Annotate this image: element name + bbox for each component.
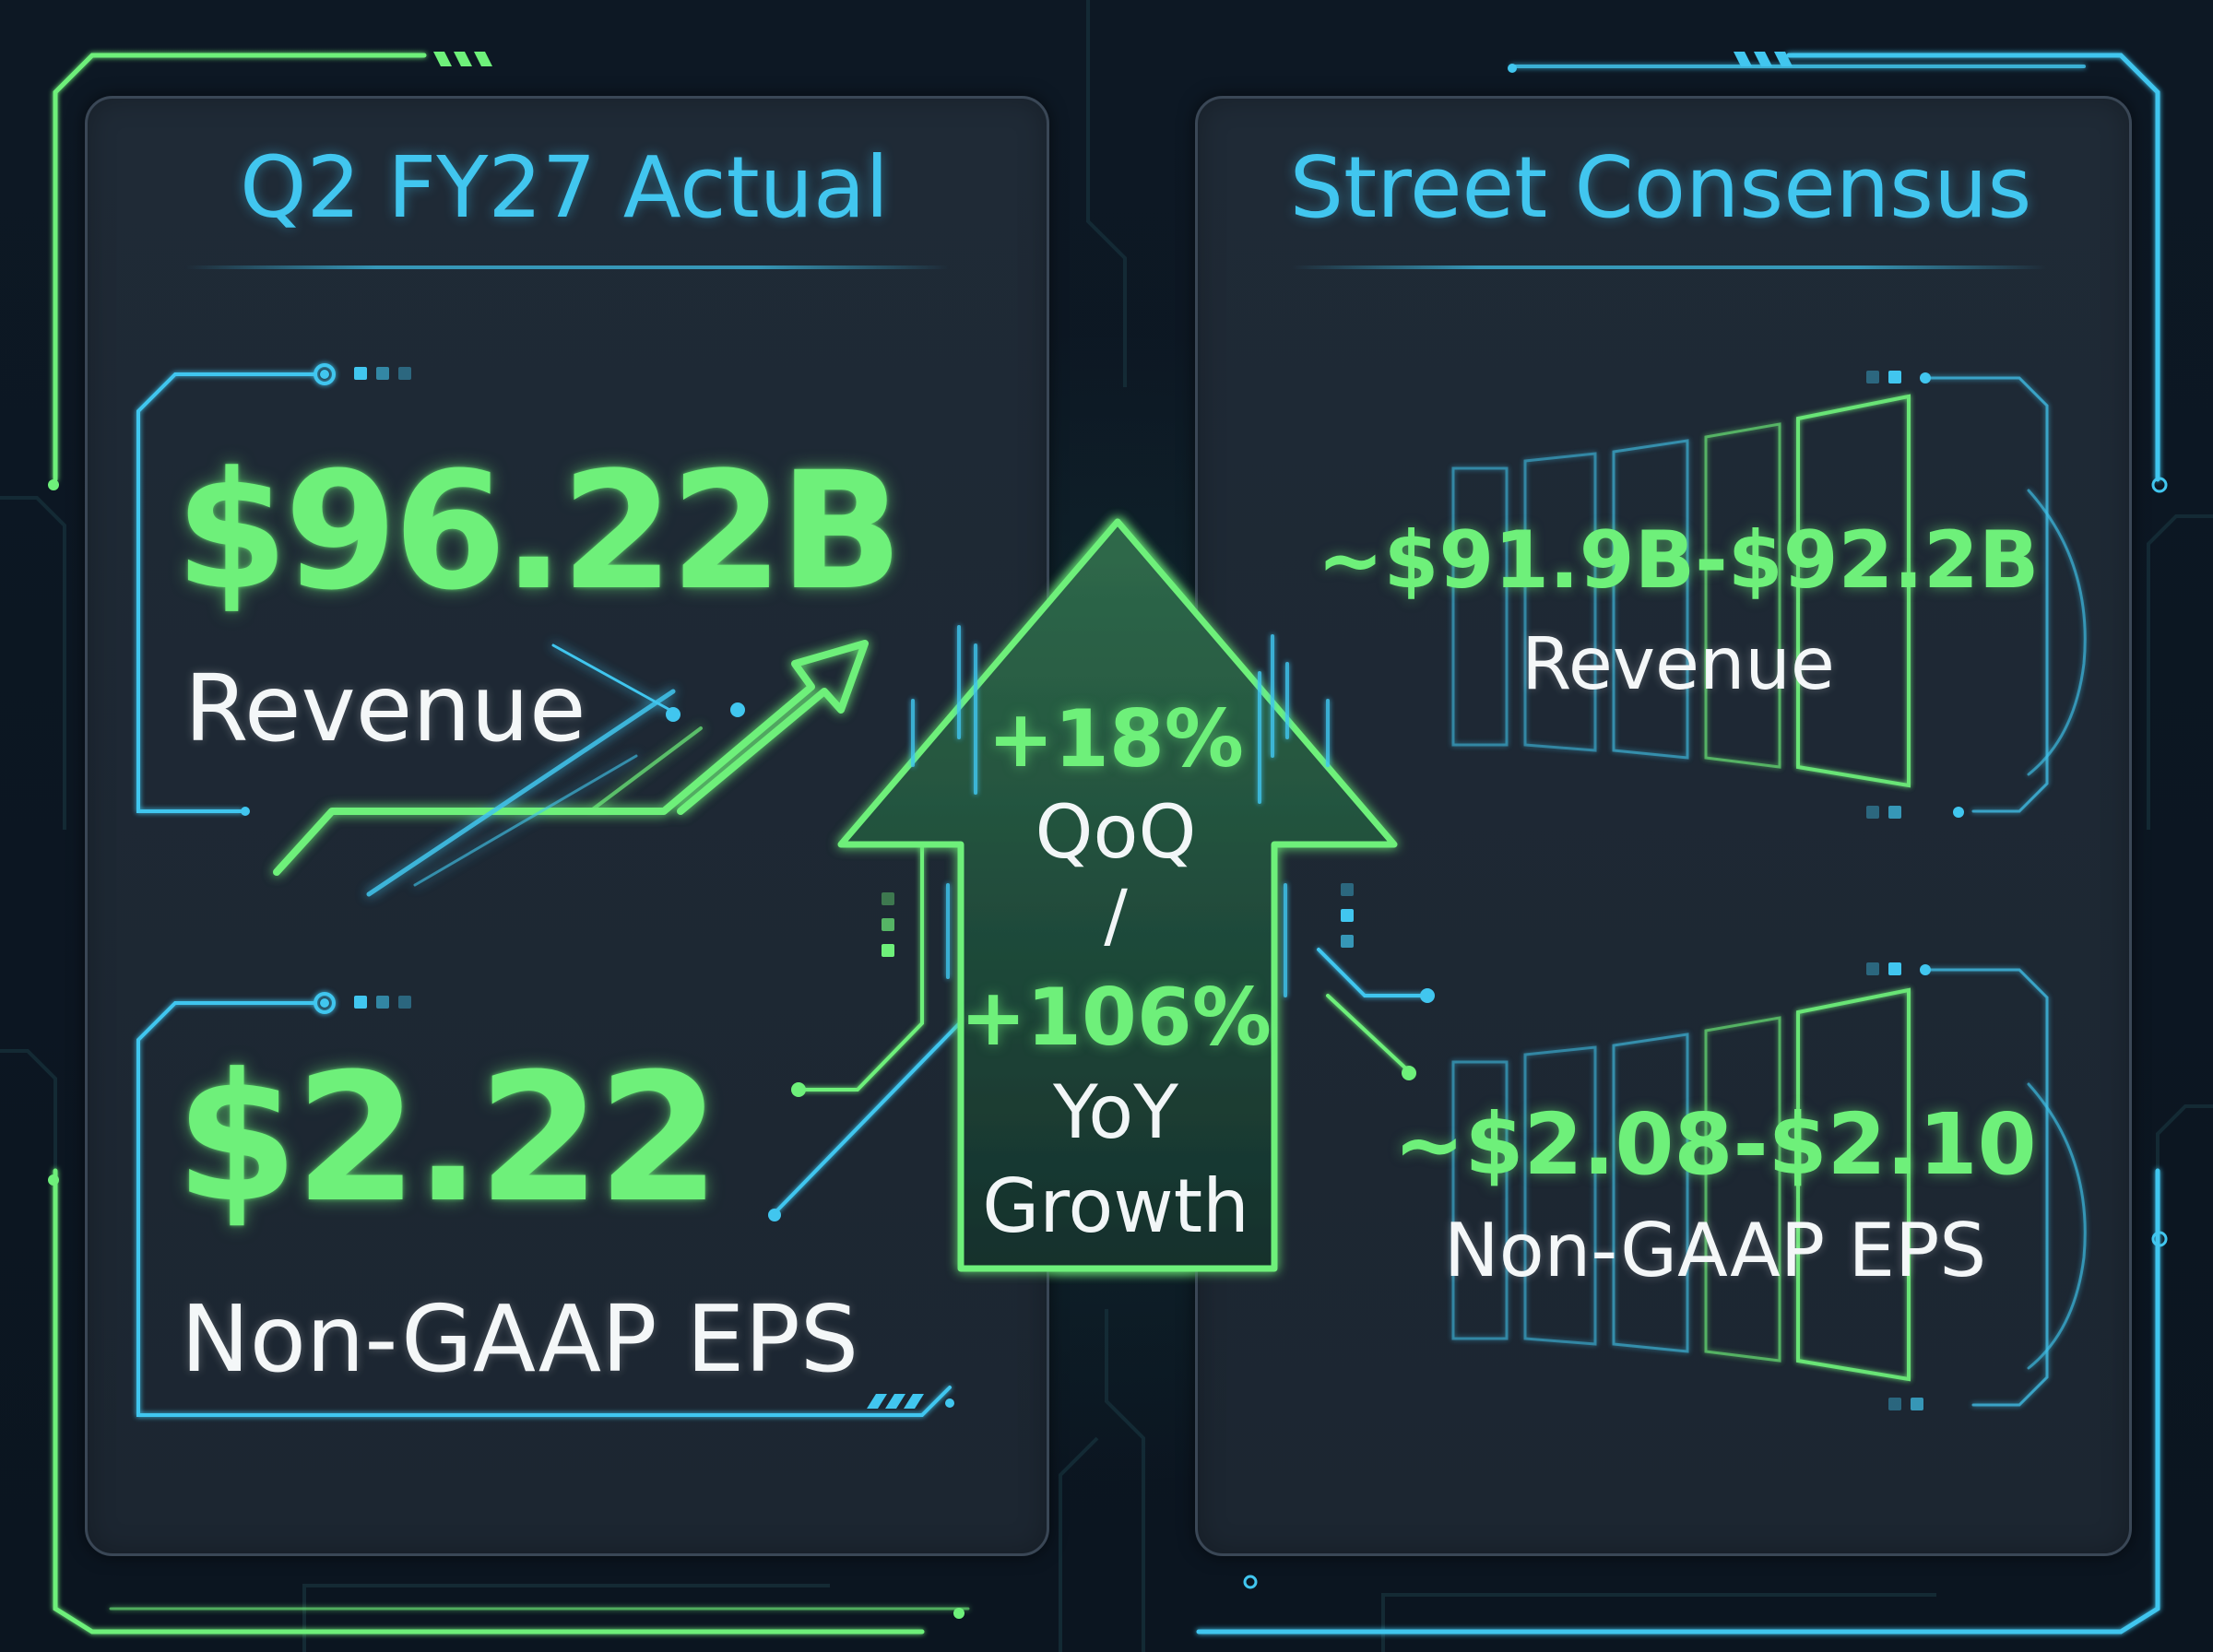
consensus-eps-label: Non-GAAP EPS bbox=[1443, 1208, 1987, 1293]
growth-word: Growth bbox=[982, 1163, 1249, 1249]
growth-separator: / bbox=[1104, 874, 1128, 956]
consensus-panel bbox=[1195, 96, 2132, 1556]
actual-title-divider bbox=[184, 266, 950, 269]
actual-panel-title: Q2 FY27 Actual bbox=[240, 138, 889, 237]
growth-qoq-label: QoQ bbox=[1035, 789, 1197, 875]
growth-yoy-value: +106% bbox=[960, 972, 1272, 1064]
actual-revenue-value: $96.22B bbox=[175, 437, 903, 626]
consensus-eps-value: ~$2.08-$2.10 bbox=[1393, 1095, 2037, 1194]
consensus-panel-title: Street Consensus bbox=[1289, 138, 2032, 237]
growth-yoy-label: YoY bbox=[1052, 1069, 1179, 1155]
consensus-revenue-label: Revenue bbox=[1521, 623, 1835, 706]
actual-eps-value: $2.22 bbox=[175, 1036, 720, 1242]
actual-revenue-label: Revenue bbox=[184, 655, 586, 762]
consensus-title-divider bbox=[1291, 266, 2047, 269]
consensus-revenue-value: ~$91.9B-$92.2B bbox=[1317, 514, 2040, 607]
actual-eps-label: Non-GAAP EPS bbox=[181, 1285, 859, 1393]
growth-qoq-value: +18% bbox=[988, 693, 1244, 785]
